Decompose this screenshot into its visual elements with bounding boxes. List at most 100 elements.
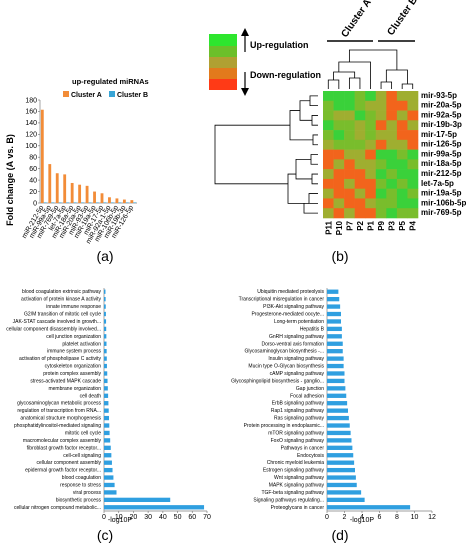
chart-c-bar — [104, 319, 107, 324]
heatmap-cell — [354, 198, 366, 209]
dendrogram-branch — [295, 158, 312, 180]
chart-c-bar — [104, 334, 107, 339]
chart-c-bar — [104, 438, 111, 443]
chart-d-bar — [327, 460, 355, 465]
heatmap-col-label: P7 — [345, 220, 354, 230]
chart-c-bar — [104, 408, 109, 413]
heatmap-cell — [386, 139, 398, 150]
heatmap-cell — [396, 198, 408, 209]
heatmap-cell — [396, 159, 408, 170]
heatmap-cell — [333, 169, 345, 180]
chart-c-category-label: anatomical structure morphogenesis — [20, 416, 101, 422]
chart-d-bar — [327, 393, 347, 398]
heatmap-cell — [396, 91, 408, 102]
heatmap-cell — [344, 198, 355, 209]
chart-a-ytick-label: 80 — [29, 155, 37, 162]
chart-d-category-label: Transcriptional misregulation in cancer — [239, 297, 325, 303]
dendrogram-branch — [308, 193, 318, 204]
heatmap-cell — [344, 169, 355, 180]
heatmap-cell — [344, 149, 355, 160]
heatmap-cell — [354, 91, 366, 102]
heatmap-cell — [407, 139, 419, 150]
heatmap-cell — [354, 120, 366, 131]
bar-cluster-a — [78, 184, 82, 203]
heatmap-cell — [396, 120, 408, 131]
chart-d-bar — [327, 497, 365, 503]
chart-a-ytick-label: 100 — [25, 143, 37, 150]
heatmap-cell — [323, 110, 334, 121]
column-group-b: Cluster B — [385, 0, 420, 38]
chart-d-xtick-label: 12 — [428, 514, 436, 521]
heatmap-cell — [365, 110, 377, 121]
heatmap-cell — [323, 198, 334, 209]
legend-up-label: Up-regulation — [250, 40, 309, 50]
panel-label-b: (b) — [331, 248, 348, 264]
chart-d: -log10P 0 2 4 6 8 10 12 Ubiquitin mediated prot… — [231, 288, 436, 524]
chart-d-category-label: Endocytosis — [297, 453, 324, 459]
chart-c-bar — [104, 475, 114, 480]
dendrogram-branch — [348, 49, 398, 70]
heatmap-cell — [344, 208, 355, 219]
legend-color-2 — [209, 46, 237, 57]
heatmap-cell — [386, 169, 398, 180]
chart-c-bar — [104, 296, 106, 302]
chart-a-ytick-label: 20 — [29, 189, 37, 196]
bar-cluster-b — [118, 202, 122, 203]
dendrogram-branch — [348, 77, 361, 89]
heatmap-cell — [333, 198, 345, 209]
chart-c-xtick-label: 10 — [115, 514, 123, 521]
bar-cluster-a — [63, 174, 67, 203]
heatmap-cells — [323, 91, 419, 219]
heatmap-cell — [344, 130, 355, 141]
heatmap-cell — [354, 149, 366, 160]
chart-c-category-label: glycosaminoglycan metabolic process — [17, 401, 101, 407]
heatmap-row-label: mir-17-5p — [421, 130, 457, 139]
chart-c-category-label: innate immune response — [46, 304, 101, 310]
chart-d-bar — [327, 467, 355, 473]
heatmap-cell — [375, 100, 387, 111]
chart-a-ytick-label: 60 — [29, 166, 37, 173]
legend-label-cluster-a: Cluster A — [71, 92, 102, 99]
chart-c-bar — [104, 490, 117, 495]
heatmap-cell — [386, 198, 398, 209]
chart-d-bar — [327, 423, 350, 428]
chart-d-bar — [327, 475, 356, 480]
heatmap-cell — [323, 159, 334, 170]
chart-c-bar — [104, 453, 112, 458]
chart-d-bar — [327, 349, 343, 354]
chart-d-xtick-label: 2 — [343, 514, 347, 521]
chart-c-bar — [104, 482, 115, 488]
chart-d-bar — [327, 378, 345, 384]
chart-d-category-label: Mucin type O-Glycan biosynthesis — [248, 364, 324, 370]
heatmap-col-label: P1 — [367, 220, 376, 230]
chart-d-bar — [327, 408, 348, 413]
heatmap-cell — [375, 159, 387, 170]
heatmap-cell — [396, 110, 408, 121]
heatmap-cell — [354, 208, 366, 219]
chart-d-category-label: Glycosaminoglycan biosynthesis -... — [245, 349, 324, 355]
column-group-a: Cluster A — [339, 0, 373, 40]
chart-a-ytick-label: 120 — [25, 132, 37, 139]
chart-c-bar — [104, 304, 106, 309]
heatmap-cell — [396, 178, 408, 189]
bar-cluster-b — [133, 202, 137, 203]
heatmap-cell — [375, 198, 387, 209]
chart-d-bar — [327, 438, 352, 443]
bar-cluster-b — [73, 202, 77, 203]
chart-c-category-label: cellular component assembly — [37, 460, 102, 466]
bar-cluster-a — [70, 182, 74, 203]
bar-cluster-b — [110, 202, 114, 203]
heatmap-cell — [407, 169, 419, 180]
heatmap-cell — [354, 169, 366, 180]
chart-d-category-label: ErbB signaling pathway — [272, 401, 325, 407]
chart-d-category-label: GnRH signaling pathway — [269, 334, 325, 340]
heatmap-cell — [365, 139, 377, 150]
chart-a-legend: Cluster A Cluster B — [63, 91, 148, 99]
bar-cluster-a — [100, 193, 104, 203]
panel-label-d: (d) — [331, 527, 348, 543]
chart-d-bar — [327, 356, 344, 361]
chart-d-bar — [327, 363, 344, 369]
chart-c-bar — [104, 386, 108, 391]
heatmap-cell — [386, 120, 398, 131]
chart-d-category-label: Wnt signaling pathway — [274, 475, 325, 481]
